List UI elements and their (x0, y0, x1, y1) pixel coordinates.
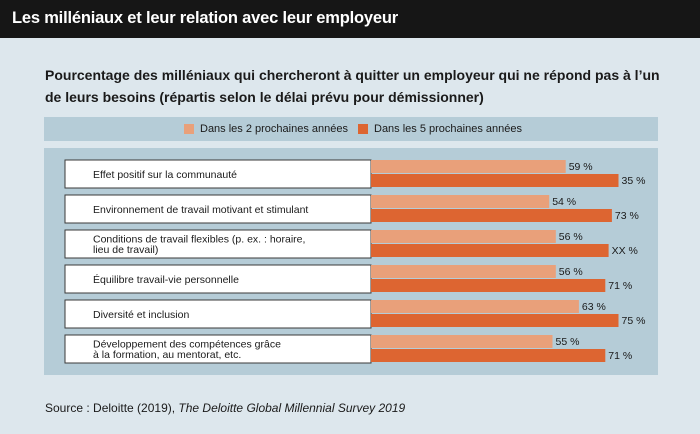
category-label: Développement des compétences grâce (93, 339, 281, 351)
legend: Dans les 2 prochaines années Dans les 5 … (44, 117, 658, 141)
bar-2-years (371, 230, 556, 243)
bar-2-years (371, 300, 579, 313)
category-label-box (64, 229, 372, 259)
bar-5-years (371, 174, 619, 187)
category-label: Conditions de travail flexibles (p. ex. … (93, 234, 305, 246)
legend-item-series-2: Dans les 5 prochaines années (358, 123, 522, 135)
bar-5-years (371, 244, 609, 257)
category-row: Diversité et inclusion (64, 299, 372, 329)
category-label: Environnement de travail motivant et sti… (93, 204, 308, 216)
legend-item-series-1: Dans les 2 prochaines années (184, 123, 348, 135)
header-bar: Les milléniaux et leur relation avec leu… (0, 0, 700, 38)
legend-label-series-2: Dans les 5 prochaines années (374, 123, 522, 135)
source-note: Source : Deloitte (2019), The Deloitte G… (45, 401, 405, 415)
category-label: à la formation, au mentorat, etc. (93, 349, 241, 361)
bar-5-years (371, 349, 606, 362)
header-title: Les milléniaux et leur relation avec leu… (12, 9, 398, 27)
data-label-5-years: 35 % (622, 175, 646, 187)
data-label-2-years: 56 % (559, 231, 583, 243)
bar-chart: Effet positif sur la communauté 59 % 35 % E… (64, 159, 646, 364)
category-label: Équilibre travail-vie personnelle (93, 273, 239, 286)
bar-2-years (371, 160, 566, 173)
category-label-box (64, 334, 372, 364)
category-label: Effet positif sur la communauté (93, 169, 237, 181)
data-label-5-years: 71 % (608, 350, 632, 362)
data-label-5-years: 75 % (622, 315, 646, 327)
source-title: The Deloitte Global Millennial Survey 20… (178, 401, 406, 415)
legend-label-series-1: Dans les 2 prochaines années (200, 123, 348, 135)
category-label-box (64, 264, 372, 294)
data-label-5-years: 73 % (615, 210, 639, 222)
data-label-2-years: 56 % (559, 266, 583, 278)
legend-swatch-series-1 (184, 124, 194, 134)
bar-5-years (371, 279, 606, 292)
category-row: Conditions de travail flexibles (p. ex. … (64, 229, 372, 259)
source-prefix: Source : Deloitte (2019), (45, 401, 179, 415)
data-label-5-years: XX % (612, 245, 638, 257)
chart-area: Effet positif sur la communauté 59 % 35 % E… (44, 148, 658, 375)
bar-2-years (371, 265, 556, 278)
data-label-2-years: 55 % (556, 336, 580, 348)
category-label: Diversité et inclusion (93, 309, 189, 321)
category-label-box (64, 299, 372, 329)
chart-subtitle: Pourcentage des milléniaux qui cherchero… (45, 67, 660, 105)
bar-5-years (371, 209, 612, 222)
data-label-2-years: 63 % (582, 301, 606, 313)
category-label: lieu de travail) (93, 244, 158, 256)
data-label-2-years: 54 % (552, 196, 576, 208)
legend-swatch-series-2 (358, 124, 368, 134)
category-label-box (64, 159, 372, 189)
category-row: Équilibre travail-vie personnelle (64, 264, 372, 294)
bar-2-years (371, 195, 550, 208)
category-row: Environnement de travail motivant et sti… (64, 194, 372, 224)
bar-5-years (371, 314, 619, 327)
category-label-box (64, 194, 372, 224)
category-row: Effet positif sur la communauté (64, 159, 372, 189)
data-label-2-years: 59 % (569, 161, 593, 173)
data-label-5-years: 71 % (608, 280, 632, 292)
bar-2-years (371, 335, 553, 348)
